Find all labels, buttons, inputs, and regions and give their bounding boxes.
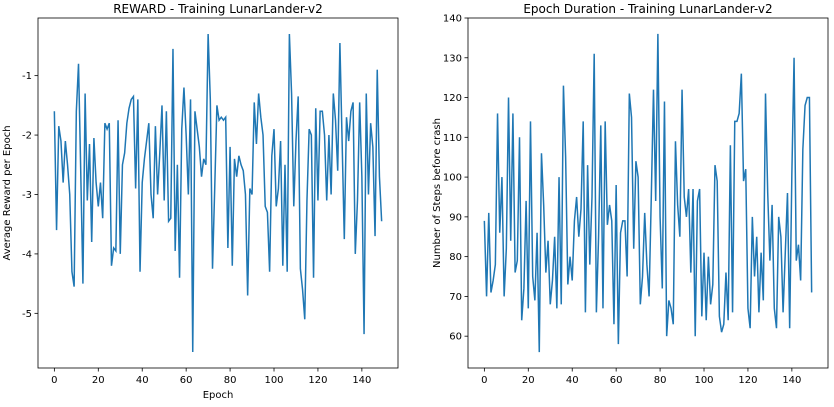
y-tick-label: -3 bbox=[22, 190, 32, 201]
data-line bbox=[53, 34, 383, 352]
x-tick-label: 100 bbox=[264, 375, 283, 386]
chart-title: REWARD - Training LunarLander-v2 bbox=[113, 2, 323, 16]
x-tick-label: 60 bbox=[180, 375, 193, 386]
y-axis-label: Average Reward per Epoch bbox=[2, 125, 13, 260]
y-tick-label: -5 bbox=[22, 309, 32, 320]
y-tick-label: 130 bbox=[443, 53, 462, 64]
y-tick-label: 80 bbox=[449, 252, 462, 263]
y-tick-label: 90 bbox=[449, 212, 462, 223]
x-tick-label: 40 bbox=[136, 375, 149, 386]
y-tick-label: 110 bbox=[443, 133, 462, 144]
y-tick-label: 100 bbox=[443, 173, 462, 184]
x-tick-label: 140 bbox=[352, 375, 371, 386]
x-tick-label: 80 bbox=[224, 375, 237, 386]
x-tick-label: 20 bbox=[522, 375, 535, 386]
x-tick-label: 140 bbox=[782, 375, 801, 386]
y-tick-label: 60 bbox=[449, 332, 462, 343]
plot-frame bbox=[37, 17, 399, 369]
x-tick-label: 40 bbox=[566, 375, 579, 386]
x-tick-label: 0 bbox=[481, 375, 487, 386]
x-tick-label: 120 bbox=[738, 375, 757, 386]
plot-frame bbox=[467, 17, 829, 369]
x-tick-label: 0 bbox=[51, 375, 57, 386]
y-tick-label: 140 bbox=[443, 14, 462, 25]
x-axis-label: Epoch bbox=[203, 390, 234, 401]
y-tick-label: -1 bbox=[22, 71, 32, 82]
data-line bbox=[483, 33, 813, 353]
x-tick-label: 60 bbox=[610, 375, 623, 386]
y-tick-label: -2 bbox=[22, 131, 32, 142]
y-tick-label: 70 bbox=[449, 292, 462, 303]
x-tick-label: 80 bbox=[654, 375, 667, 386]
duration-chart: 0 20 40 60 80 100 120 140 60 70 80 90 100 110 120 130 14… bbox=[432, 2, 829, 386]
y-axis-label: Number of Steps before crash bbox=[432, 118, 443, 268]
y-tick-label: -4 bbox=[22, 249, 32, 260]
chart-title: Epoch Duration - Training LunarLander-v2 bbox=[523, 2, 772, 16]
x-tick-label: 20 bbox=[92, 375, 105, 386]
x-tick-label: 120 bbox=[308, 375, 327, 386]
y-tick-label: 120 bbox=[443, 93, 462, 104]
reward-chart: 0 20 40 60 80 100 120 140 -5 -4 -3 -2 -1 REWARD - Tra… bbox=[2, 2, 399, 401]
x-tick-label: 100 bbox=[694, 375, 713, 386]
